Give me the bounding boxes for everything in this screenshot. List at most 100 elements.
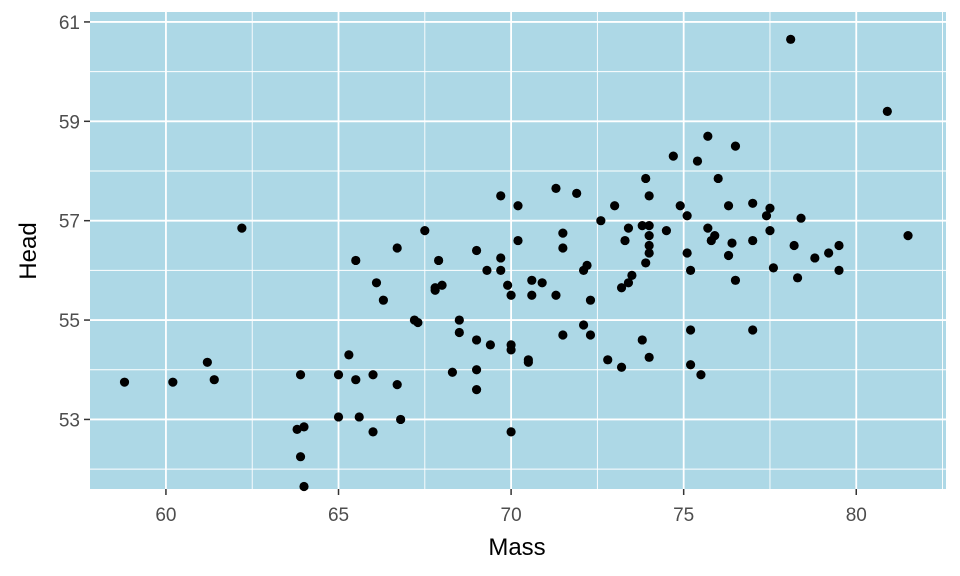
- data-point: [903, 230, 913, 241]
- data-point: [209, 375, 219, 385]
- data-point: [237, 223, 247, 233]
- data-point: [620, 235, 630, 246]
- data-point: [420, 226, 430, 236]
- data-point: [685, 325, 696, 335]
- data-point: [637, 335, 647, 345]
- data-point: [551, 183, 561, 193]
- data-point: [558, 330, 568, 340]
- data-point: [354, 412, 364, 422]
- data-point: [496, 265, 506, 275]
- data-point: [723, 201, 734, 211]
- data-point: [333, 370, 344, 380]
- data-point: [558, 228, 568, 238]
- data-point: [202, 357, 212, 367]
- data-point: [551, 290, 561, 300]
- y-tick-label: 55: [59, 311, 80, 332]
- minor-gridlines: [90, 12, 946, 489]
- data-point: [351, 375, 361, 385]
- y-tick-labels: 53 55 57 59 61: [59, 13, 80, 432]
- data-point: [527, 290, 537, 300]
- data-point: [392, 243, 402, 253]
- data-point: [710, 230, 720, 241]
- data-point: [392, 380, 402, 390]
- data-point: [748, 198, 758, 208]
- data-point: [703, 131, 713, 141]
- data-point: [447, 367, 458, 377]
- data-point: [748, 235, 758, 246]
- data-point: [748, 325, 758, 335]
- data-point: [292, 424, 302, 434]
- data-point: [768, 263, 779, 273]
- data-point: [168, 377, 178, 387]
- data-point: [641, 258, 651, 268]
- data-point: [644, 240, 654, 251]
- x-tick-label: 75: [673, 505, 694, 526]
- data-point: [378, 295, 388, 305]
- data-point: [471, 245, 482, 256]
- data-point: [703, 223, 713, 233]
- data-point: [627, 270, 637, 280]
- data-point: [119, 377, 130, 387]
- data-point: [616, 283, 627, 293]
- data-point: [295, 452, 306, 462]
- data-point: [727, 238, 737, 248]
- data-point: [644, 221, 654, 231]
- data-point: [682, 248, 692, 258]
- plot-panel: [90, 12, 946, 489]
- data-point: [796, 213, 806, 223]
- data-point: [682, 211, 692, 221]
- data-point: [371, 278, 382, 288]
- data-point: [344, 350, 354, 360]
- data-point: [834, 240, 844, 251]
- data-point: [696, 370, 706, 380]
- data-point: [430, 285, 440, 295]
- data-point: [644, 230, 654, 241]
- data-point: [623, 278, 634, 288]
- y-tick-label: 53: [59, 410, 80, 431]
- data-point: [761, 211, 772, 221]
- data-point: [644, 352, 654, 362]
- data-point: [623, 223, 634, 233]
- data-point: [454, 315, 464, 325]
- data-point: [513, 235, 523, 246]
- data-point: [496, 191, 506, 201]
- data-point: [596, 216, 606, 226]
- data-point: [675, 201, 685, 211]
- data-point: [299, 481, 309, 492]
- data-point: [644, 191, 654, 201]
- data-point: [485, 340, 495, 350]
- data-point: [765, 203, 775, 213]
- data-point: [685, 360, 696, 370]
- data-point: [513, 201, 523, 211]
- data-points: [119, 34, 913, 492]
- data-point: [730, 141, 741, 151]
- data-point: [471, 385, 482, 395]
- data-point: [496, 253, 506, 263]
- y-axis-title: Head: [15, 222, 42, 279]
- data-point: [789, 240, 799, 251]
- data-point: [295, 370, 306, 380]
- data-point: [637, 221, 647, 231]
- data-point: [616, 362, 627, 372]
- x-axis-title: Mass: [488, 534, 545, 561]
- data-point: [503, 280, 513, 290]
- data-point: [299, 422, 309, 432]
- data-point: [368, 370, 378, 380]
- data-point: [585, 330, 596, 340]
- data-point: [834, 265, 844, 275]
- data-point: [368, 427, 378, 437]
- data-point: [641, 173, 651, 184]
- data-point: [692, 156, 703, 166]
- data-point: [471, 335, 482, 345]
- data-point: [792, 273, 803, 283]
- data-point: [523, 357, 533, 367]
- data-point: [506, 290, 516, 300]
- data-point: [437, 280, 447, 290]
- x-tick-label: 80: [846, 505, 867, 526]
- data-point: [572, 188, 582, 198]
- data-point: [603, 355, 613, 365]
- data-point: [824, 248, 834, 258]
- data-point: [351, 255, 361, 266]
- data-point: [810, 253, 820, 263]
